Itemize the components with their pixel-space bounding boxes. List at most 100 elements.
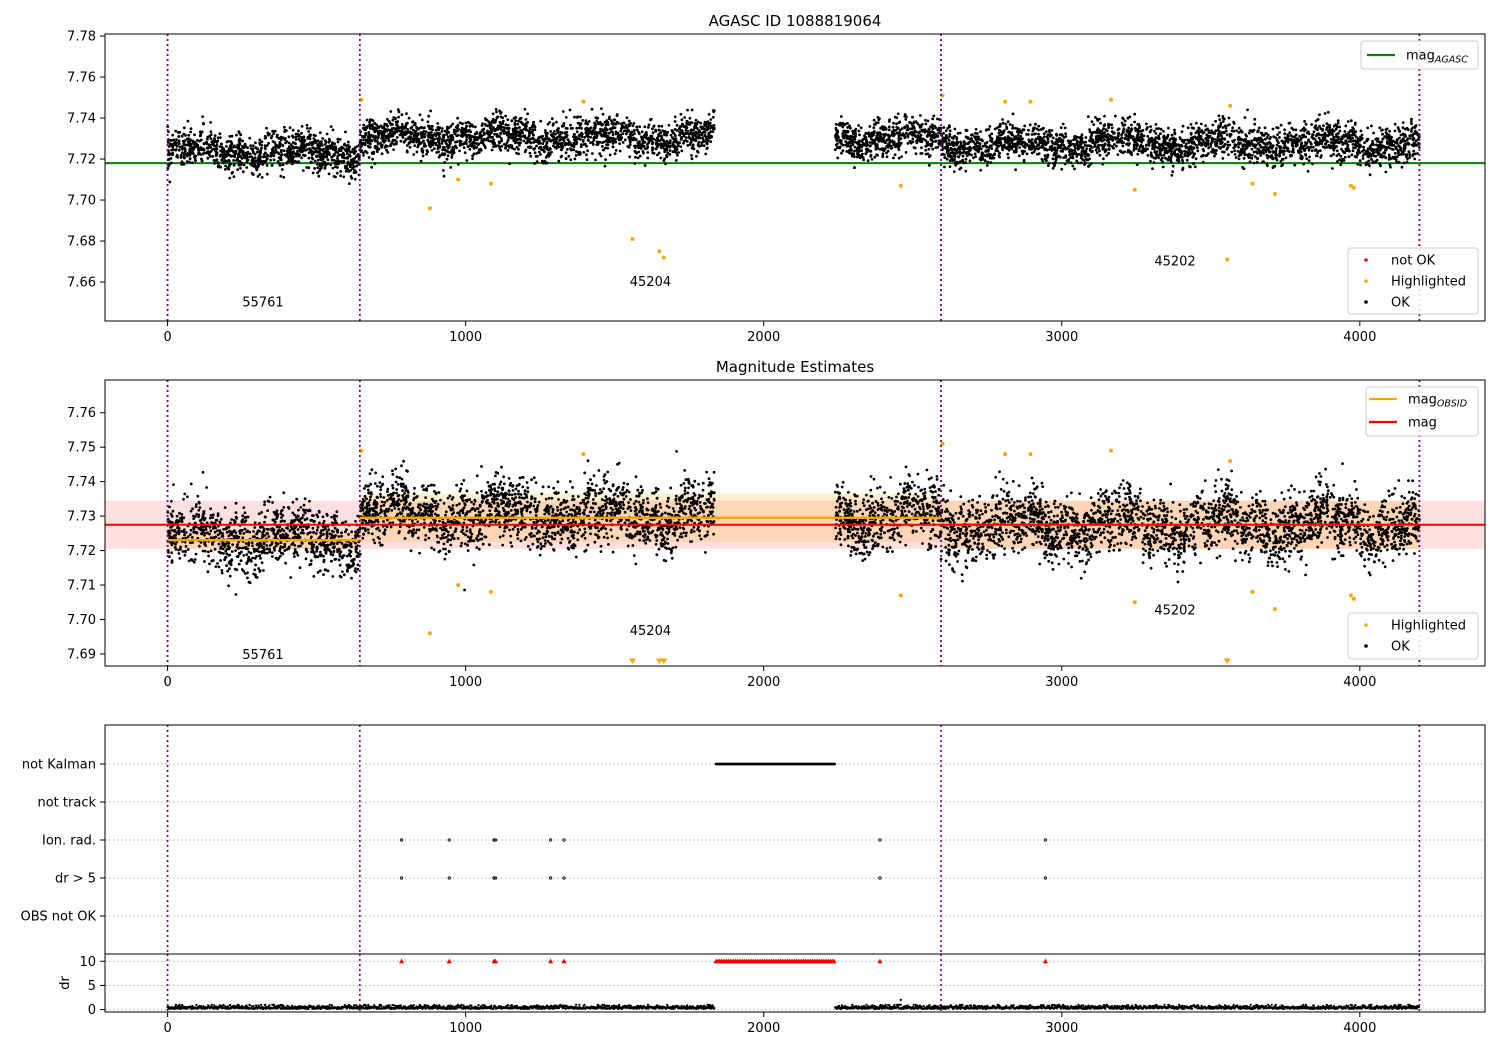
ok-point — [881, 137, 885, 141]
ok-point — [214, 149, 217, 153]
ok-point — [968, 159, 972, 163]
ok-point — [573, 157, 577, 161]
ok-point — [318, 131, 322, 135]
ok-point — [1159, 132, 1162, 136]
ok-point — [1271, 127, 1275, 131]
ok-point — [883, 126, 886, 129]
ok-point — [183, 146, 187, 150]
ok-point — [325, 132, 329, 136]
ok-point — [599, 132, 602, 136]
ok-point — [531, 137, 535, 140]
ok-point — [914, 152, 918, 156]
ok-point — [661, 146, 664, 150]
ok-point — [946, 136, 950, 140]
ok-point — [177, 139, 181, 143]
ok-point — [359, 130, 362, 134]
ok-point — [1309, 142, 1313, 146]
ok-point — [1282, 153, 1286, 156]
ok-point — [892, 156, 895, 160]
ok-point — [912, 133, 916, 137]
ok-point — [645, 147, 649, 150]
ok-point — [703, 134, 707, 138]
ok-point — [415, 150, 419, 154]
ok-point — [575, 142, 578, 146]
ok-point — [323, 166, 327, 170]
ok-point — [421, 154, 425, 158]
ok-point — [343, 143, 346, 147]
ok-point — [191, 139, 195, 143]
ok-point — [392, 138, 395, 142]
ok-point — [1073, 167, 1076, 171]
ok-point — [1189, 123, 1193, 126]
ok-point — [476, 136, 479, 139]
ok-point — [958, 152, 962, 156]
ok-point — [881, 155, 885, 159]
ok-point — [1006, 120, 1010, 124]
ok-point — [1224, 126, 1228, 130]
ok-point — [1136, 152, 1140, 156]
ok-point — [918, 130, 922, 134]
ok-point — [1191, 151, 1194, 154]
ok-point — [505, 141, 509, 144]
ok-point — [622, 121, 625, 125]
ok-point — [1098, 153, 1102, 157]
ok-point — [712, 109, 716, 112]
ok-point — [555, 146, 558, 150]
ok-point — [1387, 133, 1390, 137]
ok-point — [646, 156, 650, 160]
ok-point — [221, 161, 225, 165]
ok-point — [523, 107, 527, 111]
ok-point — [1310, 149, 1314, 153]
ok-point — [1025, 152, 1029, 156]
ok-point — [657, 143, 660, 147]
ok-point — [1212, 151, 1216, 155]
ok-point — [535, 144, 538, 148]
ok-point — [312, 152, 315, 156]
ok-point — [1308, 155, 1311, 159]
ok-point — [405, 112, 408, 116]
ok-point — [179, 156, 183, 159]
ok-point — [1264, 132, 1268, 135]
ok-point — [911, 140, 915, 144]
ok-point — [347, 140, 350, 144]
ok-point — [347, 182, 351, 186]
ok-point — [422, 144, 426, 148]
ok-point — [313, 147, 316, 151]
ok-point — [306, 126, 309, 130]
ok-point — [1275, 153, 1279, 157]
ok-point — [271, 147, 274, 151]
ok-point — [496, 128, 500, 131]
ok-point — [583, 136, 587, 139]
ok-point — [364, 125, 368, 129]
ok-point — [1283, 149, 1286, 153]
ok-point — [528, 145, 532, 149]
ok-point — [1051, 166, 1055, 170]
ok-point — [399, 139, 403, 143]
ok-point — [248, 155, 252, 159]
ok-point — [568, 108, 572, 112]
ok-point — [405, 144, 409, 147]
ok-point — [334, 160, 338, 163]
ok-point — [254, 146, 258, 150]
ok-point — [1016, 133, 1020, 137]
ok-point — [635, 138, 638, 142]
ok-point — [964, 169, 968, 173]
ok-point — [562, 123, 565, 127]
ok-point — [300, 131, 303, 135]
ok-point — [232, 159, 236, 162]
ok-point — [354, 171, 358, 174]
ok-point — [303, 148, 307, 152]
ok-point — [193, 154, 197, 158]
ok-point — [336, 166, 339, 169]
ok-point — [239, 149, 243, 153]
ok-point — [487, 120, 491, 124]
ok-point — [202, 121, 205, 125]
ok-point — [275, 135, 279, 139]
ok-point — [283, 125, 286, 129]
ok-point — [191, 161, 194, 165]
ok-point — [1155, 150, 1159, 154]
ok-point — [590, 107, 594, 111]
ok-point — [583, 142, 587, 146]
ok-point — [552, 130, 556, 133]
ok-point — [565, 148, 569, 151]
